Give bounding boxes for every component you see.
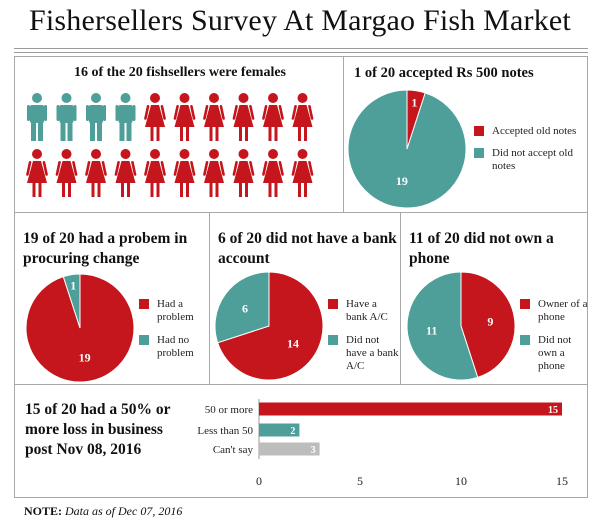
pie-slice-label: 1 <box>70 278 76 292</box>
page-title: Fishersellers Survey At Margao Fish Mark… <box>29 4 571 37</box>
legend-label: Owner of a phone <box>538 298 588 323</box>
legend-no-phone: Did not own a phone <box>520 334 588 373</box>
panel-bank-title: 6 of 20 did not have a bank account <box>218 230 397 267</box>
female-figure-icon <box>262 149 284 197</box>
pie-slice-label: 9 <box>487 314 493 328</box>
legend-swatch <box>474 126 484 136</box>
legend-swatch <box>520 335 530 345</box>
pie-slice <box>62 273 81 329</box>
legend-had-problem: Had a problem <box>139 298 209 324</box>
footnote-label: NOTE: <box>24 504 63 518</box>
pie-slice <box>217 271 324 381</box>
legend-no-problem: Had no problem <box>139 334 209 360</box>
pie-bank: 14 6 <box>214 271 324 381</box>
legend-accepted: Accepted old notes <box>474 125 586 138</box>
bar-category-label: Less than 50 <box>197 425 253 437</box>
female-figure-icon <box>203 149 225 197</box>
x-tick-label: 5 <box>357 474 363 488</box>
bar <box>259 423 300 437</box>
pie-slice-label: 1 <box>411 95 417 109</box>
x-tick-label: 0 <box>256 474 262 488</box>
female-figure-icon <box>173 93 196 141</box>
pie-slice-label: 14 <box>287 336 299 350</box>
legend-label: Had no problem <box>157 334 194 359</box>
male-figure-icon <box>27 93 47 141</box>
legend-swatch <box>328 335 338 345</box>
female-figure-icon <box>144 93 166 141</box>
legend-swatch <box>474 148 484 158</box>
panel-bank: 6 of 20 did not have a bank account 14 6 … <box>209 212 401 385</box>
bar-value-label: 2 <box>290 426 295 437</box>
panel-change-title: 19 of 20 had a probem in procuring chang… <box>23 230 188 267</box>
panel-change: 19 of 20 had a probem in procuring chang… <box>14 212 210 385</box>
legend-label: Had a problem <box>157 298 194 323</box>
x-tick-label: 15 <box>556 474 568 488</box>
panel-gender-title: 16 of the 20 fishsellers were females <box>73 65 287 80</box>
title-rule-bottom <box>14 52 588 53</box>
female-figure-icon <box>114 149 137 197</box>
footnote: NOTE: Data as of Dec 07, 2016 <box>24 504 182 519</box>
female-figure-icon <box>203 93 225 141</box>
male-figure-icon <box>86 93 106 141</box>
female-figure-icon <box>232 93 255 141</box>
panel-notes-title: 1 of 20 accepted Rs 500 notes <box>354 65 534 81</box>
legend-label: Did not have a bank A/C <box>346 334 399 372</box>
title-rule-top <box>14 48 588 49</box>
legend-swatch <box>139 335 149 345</box>
legend-no-bank: Did not have a bank A/C <box>328 334 400 373</box>
female-figure-icon <box>262 93 284 141</box>
male-figure-icon <box>56 93 77 141</box>
pie-slice-label: 19 <box>396 174 408 188</box>
bar-value-label: 3 <box>311 445 316 456</box>
panel-notes: 1 of 20 accepted Rs 500 notes 1 19 Accept… <box>343 56 588 213</box>
pie-phone: 9 11 <box>406 271 516 381</box>
legend-label: Did not accept old notes <box>492 147 573 172</box>
pie-slice <box>347 89 467 209</box>
female-figure-icon <box>144 149 166 197</box>
panel-phone-title: 11 of 20 did not own a phone <box>409 230 554 267</box>
loss-bar-chart: 50 or more 15 Less than 50 2 Can't say 3 0 5 10 1… <box>197 399 568 488</box>
footnote-text: Data as of Dec 07, 2016 <box>65 504 183 518</box>
female-figure-icon <box>291 93 314 141</box>
legend-label: Did not own a phone <box>538 334 572 372</box>
female-figure-icon <box>291 149 314 197</box>
legend-swatch <box>139 299 149 309</box>
legend-not-accepted: Did not accept old notes <box>474 147 586 173</box>
bar <box>259 402 562 416</box>
pie-slice-label: 19 <box>79 350 91 364</box>
female-figure-icon <box>55 149 78 197</box>
pie-slice <box>460 271 516 378</box>
pie-slice-label: 6 <box>242 302 248 316</box>
panel-loss-title: 15 of 20 had a 50% or more loss in busin… <box>25 401 171 458</box>
gender-pictogram <box>26 93 314 197</box>
legend-own-phone: Owner of a phone <box>520 298 588 324</box>
bar-category-label: 50 or more <box>205 404 253 416</box>
pie-notes: 1 19 <box>347 89 467 209</box>
male-figure-icon <box>115 93 136 141</box>
x-tick-label: 10 <box>455 474 467 488</box>
legend-label: Have a bank A/C <box>346 298 388 323</box>
bar-category-label: Can't say <box>213 444 254 456</box>
panel-loss: 15 of 20 had a 50% or more loss in busin… <box>14 384 588 498</box>
bar <box>259 442 320 456</box>
pie-slice <box>214 271 270 344</box>
panel-gender: 16 of the 20 fishsellers were females <box>14 56 344 213</box>
bar-value-label: 15 <box>548 405 558 416</box>
legend-swatch <box>328 299 338 309</box>
female-figure-icon <box>26 149 48 197</box>
legend-label: Accepted old notes <box>492 125 577 137</box>
female-figure-icon <box>232 149 255 197</box>
pie-slice <box>406 271 479 381</box>
legend-have-bank: Have a bank A/C <box>328 298 400 324</box>
legend-swatch <box>520 299 530 309</box>
pie-slice-label: 11 <box>426 324 437 338</box>
panel-phone: 11 of 20 did not own a phone 9 11 Owner o… <box>400 212 588 385</box>
female-figure-icon <box>173 149 196 197</box>
pie-change: 19 1 <box>25 273 135 383</box>
female-figure-icon <box>85 149 107 197</box>
